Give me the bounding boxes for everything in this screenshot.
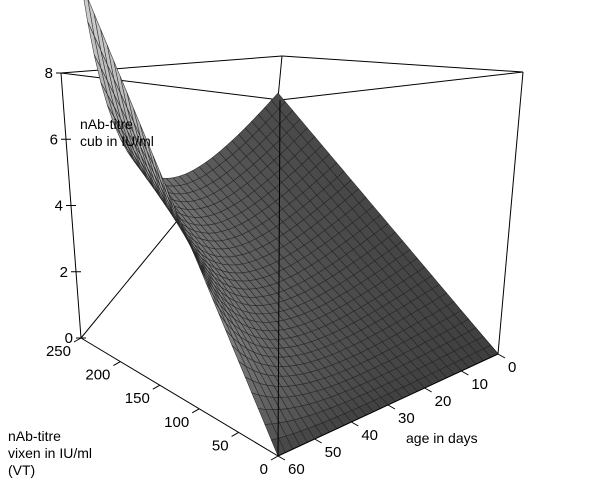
age-tick-label: 40 [361, 427, 378, 444]
z-axis-label-line-2: cub in IU/ml [80, 133, 154, 149]
box-edge [80, 337, 279, 457]
vt-tick-label: 50 [212, 437, 229, 454]
age-tick-label: 20 [435, 393, 452, 410]
age-tick-label: 50 [325, 444, 342, 461]
z-tick-label: 0 [65, 330, 73, 347]
vt-tick-mark [152, 384, 161, 390]
age-tick-mark [277, 455, 286, 461]
vt-tick-mark [73, 337, 82, 343]
box-edge [279, 71, 524, 101]
vt-axis-label-line-2: vixen in IU/ml [8, 445, 93, 461]
z-tick-label: 6 [50, 131, 58, 148]
vt-tick-mark [231, 431, 239, 437]
box-edge [60, 72, 281, 101]
z-axis-label: nAb-titre cub in IU/ml [80, 116, 154, 150]
z-tick-label: 8 [45, 65, 53, 82]
age-tick-mark [461, 370, 469, 376]
age-tick-mark [497, 353, 506, 359]
age-axis-label: age in days [406, 430, 478, 446]
surface-mesh [83, 0, 499, 457]
box-edge [277, 99, 281, 457]
vt-axis-label-line-1: nAb-titre [8, 428, 61, 444]
age-tick-mark [424, 387, 432, 393]
vt-axis-label: nAb-titre vixen in IU/ml (VT) [8, 428, 92, 479]
vt-tick-mark [270, 455, 279, 461]
box-edge [497, 71, 524, 355]
vt-tick-label: 150 [125, 390, 150, 407]
z-tick-label: 2 [60, 264, 68, 281]
vt-tick-label: 200 [85, 367, 110, 384]
vt-tick-label: 250 [46, 343, 71, 360]
vt-tick-label: 0 [260, 461, 268, 478]
box-edge [277, 55, 283, 99]
z-tick-label: 4 [55, 198, 63, 215]
vt-tick-label: 100 [164, 414, 189, 431]
vt-tick-mark [191, 408, 200, 414]
vt-axis-label-line-3: (VT) [8, 462, 36, 478]
age-tick-mark [387, 404, 396, 410]
box-edge [60, 55, 283, 74]
age-tick-label: 30 [398, 410, 415, 427]
age-tick-label: 10 [471, 376, 488, 393]
age-tick-mark [351, 421, 359, 427]
axis-ticks: 0 2 4 6 8 250 200 150 100 50 0 0 10 20 30 40 50 60 [45, 65, 517, 478]
age-tick-label: 60 [288, 461, 305, 478]
vt-tick-mark [113, 361, 121, 367]
box-edge [281, 55, 524, 73]
z-axis-label-line-1: nAb-titre [80, 116, 133, 132]
age-tick-label: 0 [508, 359, 516, 376]
age-tick-mark [314, 438, 322, 444]
